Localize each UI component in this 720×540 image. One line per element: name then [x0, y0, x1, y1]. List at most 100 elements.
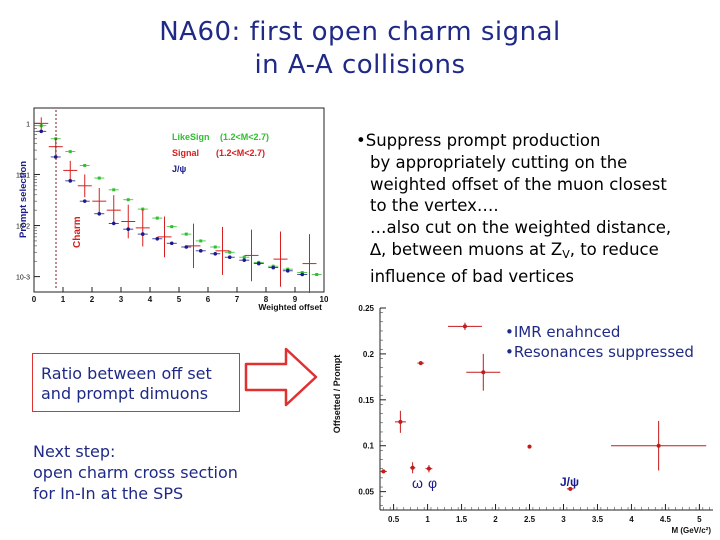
next-line-1: Next step: — [33, 442, 116, 461]
jpsi-point — [53, 155, 58, 159]
y-axis-label: Offsetted / Prompt — [332, 355, 342, 434]
x-tick-label: 6 — [206, 295, 211, 304]
next-line-3: for In-In at the SPS — [33, 484, 184, 503]
bullet-line-2: by appropriately cutting on the — [370, 152, 628, 172]
likesign-point — [213, 245, 217, 249]
x-tick-label: 1.5 — [456, 515, 468, 524]
ratio-point — [527, 444, 532, 449]
jpsi-point — [140, 232, 145, 236]
right-notes: •IMR enahnced •Resonances suppressed — [505, 322, 694, 362]
likesign-point — [126, 198, 130, 202]
jpsi-point — [213, 251, 218, 256]
y-tick-label: 0.25 — [358, 304, 374, 313]
bullet-line-3: weighted offset of the muon closest — [370, 174, 667, 194]
bullet-line-6: ∆, between muons at ZV, to reduce — [370, 239, 659, 261]
x-tick-label: 9 — [293, 295, 298, 304]
likesign-point — [155, 216, 159, 220]
phi-label: φ — [428, 475, 437, 491]
likesign-point — [315, 273, 319, 277]
slide-title: NA60: first open charm signal in A-A col… — [0, 16, 720, 82]
x-tick-label: 5 — [697, 515, 702, 524]
jpsi-point — [155, 237, 160, 241]
weighted-offset-plot: 0 1 2 3 4 5 6 7 8 9 10 1 10-1 10-2 10-3 Prompt selecti… — [4, 98, 332, 316]
likesign-point — [97, 176, 101, 180]
ratio-vs-mass-plot: 0.5 1 1.5 2 2.5 3 3.5 4 4.5 5 0.25 0.2 0.15 0.1 0.05 O… — [328, 298, 720, 540]
x-tick-label: 4 — [148, 295, 153, 304]
legend-signal: Signal — [172, 148, 199, 158]
ratio-point — [398, 419, 403, 424]
bullet-line-1: •Suppress prompt production — [356, 131, 601, 150]
y-tick-label: 0.1 — [363, 442, 375, 451]
jpsi-point — [39, 129, 44, 134]
x-tick-label: 2.5 — [524, 515, 536, 524]
jpsi-point — [68, 179, 73, 183]
x-axis-label: Weighted offset — [258, 302, 322, 312]
x-tick-label: 8 — [264, 295, 269, 304]
right-arrow-icon — [244, 347, 318, 407]
y-tick-label: 0.15 — [358, 396, 374, 405]
y-tick-label: 10-2 — [16, 224, 30, 231]
x-tick-label: 3.5 — [592, 515, 604, 524]
bullet-line-4: to the vertex…. — [370, 196, 499, 216]
bullet-line-5: …also cut on the weighted distance, — [370, 218, 672, 238]
jpsi-point — [285, 269, 290, 273]
x-tick-label: 1 — [61, 295, 66, 304]
x-tick-label: 0.5 — [388, 515, 400, 524]
ratio-point — [410, 465, 415, 470]
ratio-point — [381, 469, 386, 474]
jpsi-point — [242, 258, 247, 262]
ratio-point — [418, 361, 423, 366]
likesign-point — [170, 225, 174, 229]
x-tick-label: 2 — [493, 515, 498, 524]
jpsi-point — [111, 221, 116, 226]
jpsi-point — [184, 245, 189, 249]
legend-likesign-range: (1.2<M<2.7) — [220, 132, 269, 142]
x-tick-label: 7 — [235, 295, 240, 304]
omega-label: ω — [412, 475, 423, 491]
ratio-line-1: Ratio between off set — [41, 364, 212, 383]
next-step-text: Next step: open charm cross section for … — [33, 441, 238, 504]
likesign-point — [141, 207, 145, 211]
legend: LikeSign (1.2<M<2.7) Signal (1.2<M<2.7) … — [172, 132, 269, 174]
legend-signal-range: (1.2<M<2.7) — [216, 148, 265, 158]
x-tick-label: 10 — [320, 295, 329, 304]
title-line-2: in A-A collisions — [254, 50, 466, 80]
prompt-selection-label: Prompt selection — [18, 161, 29, 238]
y-tick-label: 0.05 — [358, 488, 374, 497]
ratio-caption-box: Ratio between off set and prompt dimuons — [32, 353, 240, 412]
jpsi-point — [256, 261, 261, 266]
x-tick-label: 3 — [561, 515, 566, 524]
ratio-line-2: and prompt dimuons — [41, 384, 209, 403]
ratio-point — [462, 324, 467, 329]
likesign-point — [199, 239, 203, 243]
legend-likesign: LikeSign — [172, 132, 210, 142]
note-resonances-suppressed: •Resonances suppressed — [505, 343, 694, 361]
y-tick-label: 0.2 — [363, 350, 375, 359]
y-tick-label: 10-1 — [16, 172, 30, 179]
x-axis-label: M (GeV/c²) — [671, 526, 711, 535]
likesign-point — [68, 150, 72, 154]
likesign-point — [83, 163, 87, 167]
likesign-point — [228, 250, 232, 254]
bullet-line-7: influence of bad vertices — [370, 266, 574, 286]
x-tick-label: 2 — [90, 295, 95, 304]
bullet-text: •Suppress prompt production by appropria… — [356, 130, 716, 288]
y-tick-label: 10-3 — [16, 275, 30, 282]
jpsi-label: J/ψ — [560, 475, 579, 489]
jpsi-point — [227, 255, 232, 260]
legend-jpsi: J/ψ — [172, 164, 187, 174]
x-tick-label: 3 — [119, 295, 124, 304]
y-tick-label: 1 — [26, 121, 30, 128]
likesign-point — [112, 188, 116, 192]
x-tick-label: 1 — [425, 515, 430, 524]
title-line-1: NA60: first open charm signal — [159, 17, 561, 47]
jpsi-point — [300, 272, 305, 277]
x-tick-label: 4.5 — [660, 515, 672, 524]
likesign-point — [242, 255, 246, 259]
likesign-point — [300, 271, 304, 275]
jpsi-point — [169, 241, 174, 246]
jpsi-point — [97, 211, 102, 216]
jpsi-point — [126, 227, 131, 231]
likesign-point — [184, 232, 188, 236]
ratio-point — [568, 486, 573, 491]
